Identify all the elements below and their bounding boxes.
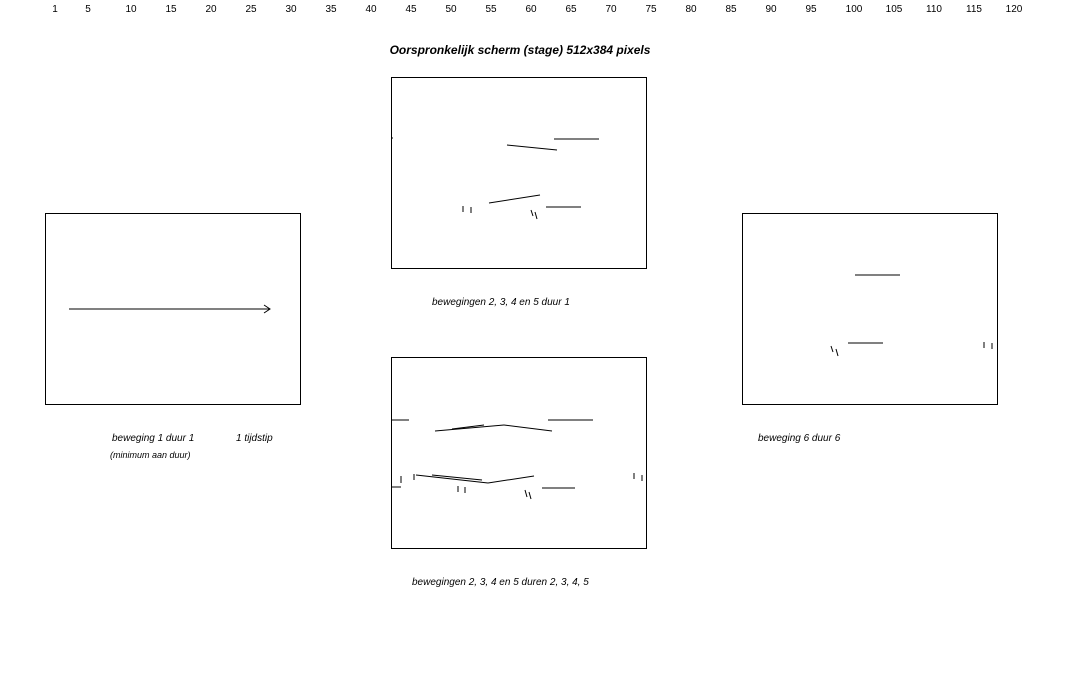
ruler-tick: 40 (365, 4, 377, 15)
ruler-tick: 10 (125, 4, 137, 15)
movement-mark (506, 144, 558, 151)
ruler-tick: 85 (725, 4, 737, 15)
stage-frame-movements-2-5-duration-1 (391, 77, 647, 269)
frame-ruler: 1 5 10 15 20 25 30 35 40 45 50 55 60 65 … (0, 0, 1071, 20)
page-title: Oorspronkelijk scherm (stage) 512x384 pi… (389, 43, 651, 57)
movements-2-5-drawing (392, 137, 599, 220)
ruler-tick: 120 (1005, 4, 1023, 15)
ruler-tick: 30 (285, 4, 297, 15)
ruler-tick: 65 (565, 4, 577, 15)
movement-mark (534, 211, 538, 220)
ruler-tick: 70 (605, 4, 617, 15)
ruler-tick: 20 (205, 4, 217, 15)
movement-6-drawing (830, 274, 993, 357)
ruler-tick: 105 (885, 4, 903, 15)
ruler-tick: 60 (525, 4, 537, 15)
ruler-tick: 25 (245, 4, 257, 15)
movement-mark (830, 345, 834, 353)
movements-2-5-durations-drawing (392, 419, 643, 500)
arrow-head (263, 304, 271, 314)
ruler-tick: 80 (685, 4, 697, 15)
movement-mark (528, 491, 532, 500)
ruler-tick: 75 (645, 4, 657, 15)
movement-mark (835, 348, 839, 357)
movement-mark (431, 474, 483, 481)
caption-movement-6: beweging 6 duur 6 (758, 433, 841, 444)
ruler-tick: 55 (485, 4, 497, 15)
ruler-tick: 45 (405, 4, 417, 15)
ruler-tick: 100 (845, 4, 863, 15)
ruler-tick: 15 (165, 4, 177, 15)
movement-mark (524, 489, 528, 498)
caption-movement-1-extra: 1 tijdstip (236, 433, 273, 444)
movement-mark (487, 475, 535, 484)
ruler-tick: 1 (52, 4, 58, 15)
ruler-tick: 95 (805, 4, 817, 15)
ruler-tick: 50 (445, 4, 457, 15)
movement-mark (415, 474, 489, 484)
caption-movements-2-5-durations: bewegingen 2, 3, 4 en 5 duren 2, 3, 4, 5 (412, 577, 589, 588)
movement-mark (451, 424, 485, 430)
movement-mark (530, 209, 534, 217)
movement-mark (488, 194, 541, 204)
caption-movements-2-5-duration-1: bewegingen 2, 3, 4 en 5 duur 1 (432, 297, 570, 308)
stage-frame-movement-6 (742, 213, 998, 405)
stage-frame-movements-2-5-durations (391, 357, 647, 549)
movement-mark (434, 424, 505, 432)
caption-movement-1: beweging 1 duur 1 (112, 433, 195, 444)
ruler-tick: 90 (765, 4, 777, 15)
movement-1-arrow-drawing (69, 304, 271, 314)
movement-mark (503, 424, 553, 432)
stage-frame-movement-1 (45, 213, 301, 405)
ruler-tick: 35 (325, 4, 337, 15)
ruler-tick: 5 (85, 4, 91, 15)
ruler-tick: 115 (966, 4, 982, 15)
caption-movement-1-note: (minimum aan duur) (110, 450, 191, 460)
ruler-tick: 110 (926, 4, 942, 15)
